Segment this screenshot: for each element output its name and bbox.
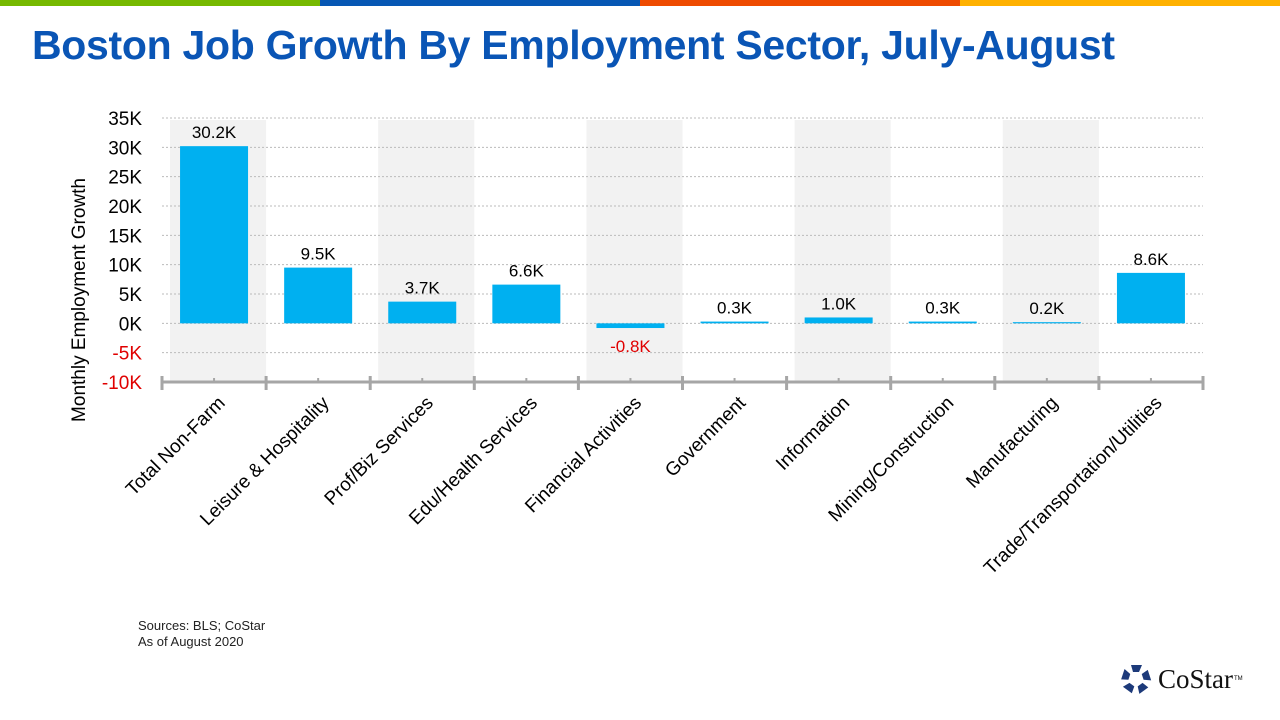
bar [1012,322,1081,324]
bar [180,146,249,324]
x-tick-label: Manufacturing [962,393,1062,493]
y-tick-label: 30K [108,138,142,159]
data-label: 1.0K [821,294,857,313]
logo-tm: TM [1234,676,1243,682]
bar [284,267,353,324]
data-label: 9.5K [301,245,337,264]
band-shade [378,120,475,382]
data-label: -0.8K [610,337,651,356]
data-label: 30.2K [192,123,237,142]
data-label: 6.6K [509,262,545,281]
bar [596,323,665,329]
x-tick-label: Financial Activities [521,393,646,518]
logo-text: CoStar [1158,663,1234,694]
y-tick-label: 20K [108,197,142,218]
stripe-yellow [960,0,1280,6]
y-tick-label: 25K [108,168,142,189]
y-tick-label: -5K [112,344,142,365]
x-tick-label: Information [772,393,854,475]
data-label: 3.7K [405,279,441,298]
x-tick-label: Prof/Biz Services [321,393,438,510]
x-tick-label: Trade/Transportation/Utilities [980,393,1166,579]
stripe-green [0,0,320,6]
bar [908,321,977,324]
y-tick-label: 5K [119,285,143,306]
y-tick-label: -10K [102,373,142,394]
band-shade [794,120,891,382]
bar [388,301,457,324]
stripe-blue [320,0,640,6]
y-tick-label: 0K [119,314,143,335]
y-tick-label: 10K [108,256,142,277]
band-shade [1002,120,1099,382]
data-label: 0.3K [717,299,753,318]
bar [492,284,561,324]
bar [700,321,769,324]
data-label: 8.6K [1133,250,1169,269]
y-axis-title: Monthly Employment Growth [69,178,90,422]
y-tick-label: 15K [108,226,142,247]
stripe-orange [640,0,960,6]
bar [1116,272,1185,324]
data-label: 0.2K [1029,299,1065,318]
x-tick-label: Total Non-Farm [122,393,229,500]
costar-logo: CoStar TM [1120,663,1243,695]
bar [804,317,873,324]
data-label: 0.3K [925,299,961,318]
x-tick-label: Government [661,392,750,481]
costar-star-icon [1121,665,1152,694]
sources-note: Sources: BLS; CoStar [138,618,266,633]
y-tick-label: 35K [108,109,142,130]
band-shade [586,120,683,382]
as-of-note: As of August 2020 [138,634,244,649]
page-title: Boston Job Growth By Employment Sector, … [32,22,1115,68]
